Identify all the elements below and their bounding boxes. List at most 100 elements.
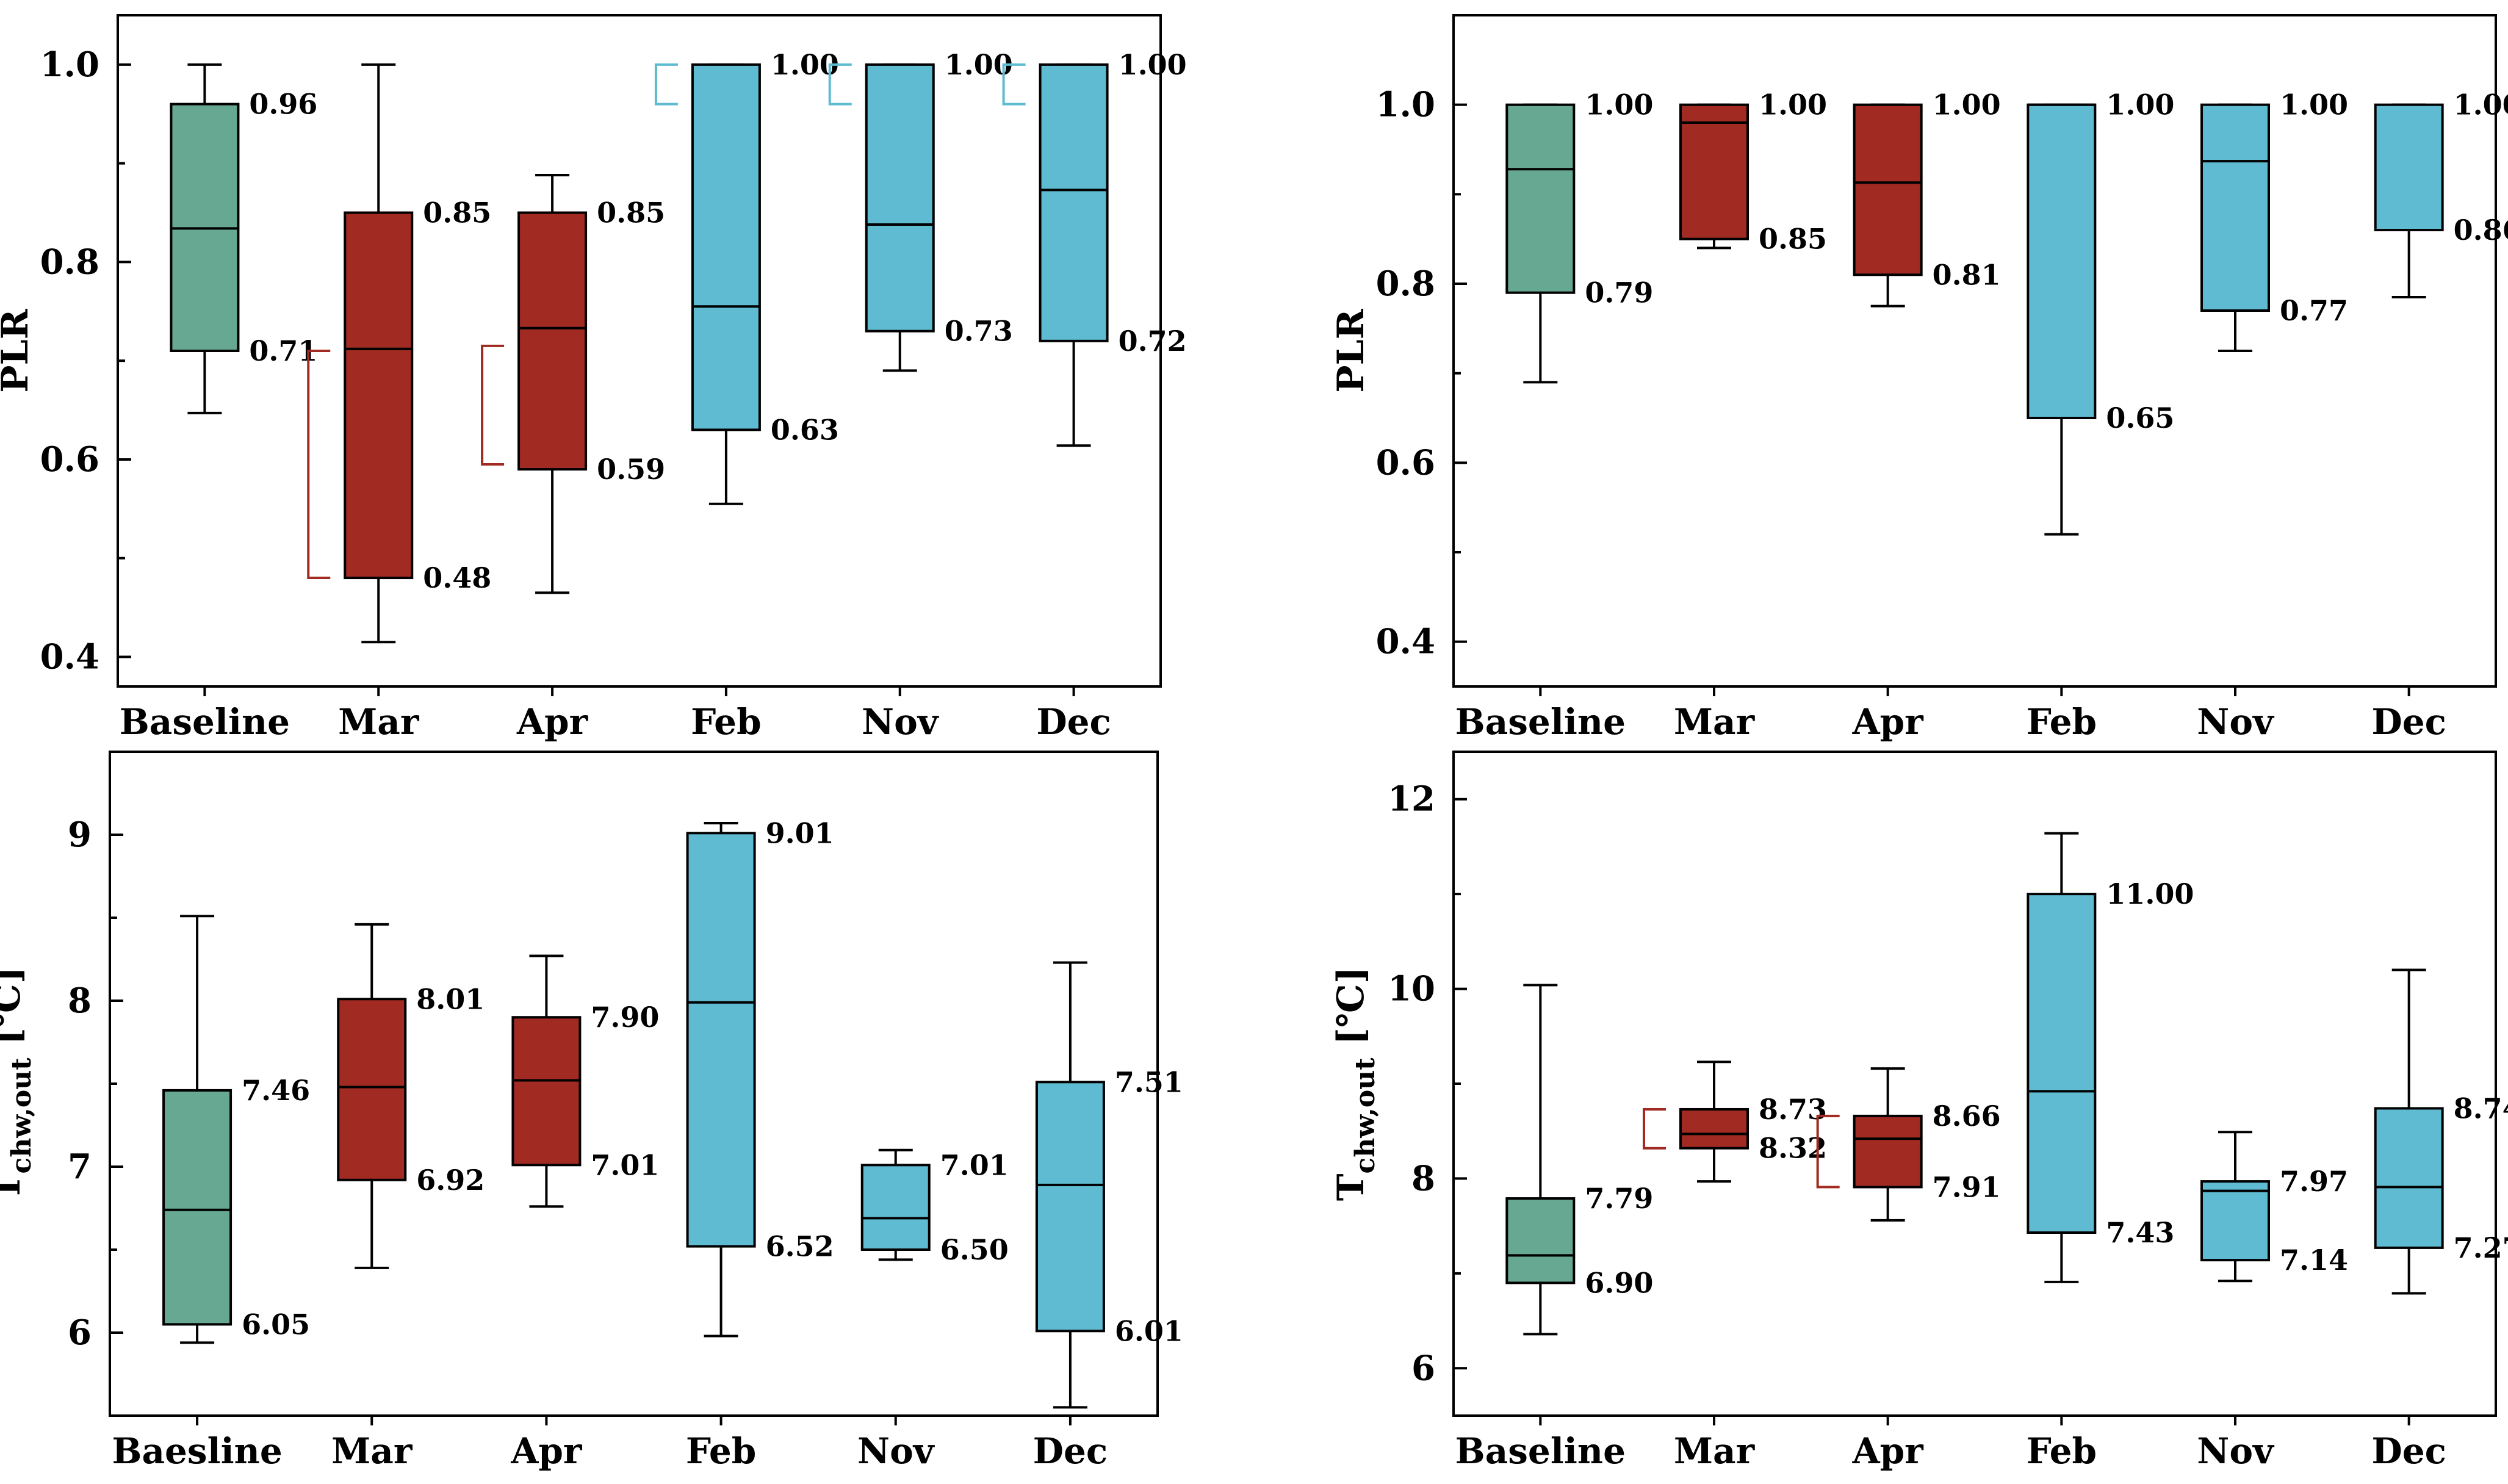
range-bracket: [828, 63, 852, 106]
y-axis-title: Tchw,out [℃]: [1330, 967, 1381, 1201]
x-category-label: Mar: [338, 701, 420, 743]
q1-value-label: 0.86: [2454, 214, 2508, 247]
q3-value-label: 8.74: [2454, 1092, 2508, 1125]
y-tick-label: 7: [68, 1147, 92, 1187]
q1-value-label: 7.91: [1933, 1170, 2001, 1203]
x-category-label: Baseline: [1455, 701, 1626, 743]
box-feb: 1.00 0.63: [691, 48, 839, 505]
y-axis-title-main: T: [0, 1173, 29, 1201]
q3-value-label: 1.00: [771, 48, 839, 81]
q1-value-label: 0.48: [423, 561, 491, 594]
q1-value-label: 0.85: [1759, 223, 1827, 256]
q3-value-label: 7.01: [940, 1148, 1009, 1181]
plot-frame: [1452, 751, 2497, 1417]
iqr-box: [1035, 1081, 1105, 1333]
box-mar: 1.00 0.85: [1679, 88, 1827, 256]
iqr-box: [865, 63, 935, 333]
q3-value-label: 7.51: [1115, 1065, 1183, 1098]
y-tick-label: 8: [1411, 1158, 1435, 1198]
iqr-box: [860, 1164, 931, 1252]
y-axis-title-subscript: chw,out: [1350, 1057, 1381, 1174]
x-category-label: Baseline: [120, 701, 290, 743]
x-category-label: Feb: [691, 701, 761, 743]
iqr-box: [1853, 1114, 1923, 1189]
q1-value-label: 6.52: [766, 1230, 834, 1263]
plot-frame: [1452, 14, 2497, 688]
y-tick-label: 9: [68, 815, 92, 855]
q3-value-label: 1.00: [2106, 88, 2174, 121]
q3-value-label: 8.01: [416, 982, 485, 1015]
x-category-label: Nov: [2197, 1430, 2275, 1472]
y-axis-title: PLR: [0, 308, 37, 392]
box-dec: 8.74 7.27: [2374, 968, 2508, 1295]
x-category-label: Apr: [516, 701, 589, 743]
q1-value-label: 6.05: [242, 1308, 310, 1341]
q3-value-label: 1.00: [2280, 88, 2348, 121]
y-tick-label: 0.8: [1376, 264, 1435, 304]
range-bracket: [1643, 1108, 1666, 1150]
iqr-box: [337, 998, 407, 1181]
y-tick-label: 6: [1411, 1348, 1435, 1388]
y-axis-title: PLR: [1330, 308, 1372, 392]
range-bracket: [1816, 1114, 1840, 1189]
x-category-label: Feb: [2027, 701, 2097, 743]
q1-value-label: 7.43: [2106, 1216, 2174, 1249]
q3-value-label: 9.01: [766, 816, 834, 849]
q3-value-label: 7.90: [591, 1001, 659, 1034]
y-axis-title-main: T: [1330, 1173, 1372, 1201]
q1-value-label: 6.90: [1585, 1266, 1653, 1299]
y-tick-label: 0.4: [1376, 622, 1435, 662]
q3-value-label: 7.46: [242, 1074, 310, 1107]
y-tick-label: 0.6: [1376, 442, 1435, 483]
iqr-box: [511, 1016, 582, 1167]
panel-top-left: 0.4 0.6 0.8 1.0 Baseline Mar Apr Feb Nov Dec PLR 0.…: [0, 14, 1187, 743]
q3-value-label: 1.00: [1759, 88, 1827, 121]
q1-value-label: 7.27: [2454, 1231, 2508, 1264]
box-mar: 0.85 0.48: [344, 63, 491, 644]
panel-bottom-left: 6 7 8 9 Baesline Mar Apr Feb Nov Dec Tchw,out [℃] 7…: [0, 751, 1183, 1472]
iqr-box: [1679, 103, 1749, 240]
iqr-box: [162, 1089, 232, 1326]
q1-value-label: 6.50: [940, 1233, 1009, 1266]
box-baseline: 1.00 0.79: [1505, 88, 1653, 384]
box-apr: 1.00 0.81: [1853, 88, 2001, 308]
q3-value-label: 1.00: [945, 48, 1013, 81]
iqr-box: [2374, 1107, 2444, 1249]
y-tick-label: 10: [1388, 969, 1435, 1009]
q1-value-label: 8.32: [1759, 1132, 1827, 1165]
q3-value-label: 0.96: [249, 88, 317, 121]
x-category-label: Mar: [331, 1430, 413, 1472]
box-feb: 9.01 6.52: [686, 816, 834, 1338]
box-nov: 1.00 0.77: [2200, 88, 2348, 352]
box-dec: 1.00 0.72: [1039, 48, 1187, 447]
x-category-label: Nov: [2197, 701, 2275, 743]
iqr-box: [1039, 63, 1109, 342]
x-category-label: Mar: [1674, 701, 1756, 743]
panel-bottom-right: 6 8 10 12 Baseline Mar Apr Feb Nov Dec Tchw,out [℃…: [1330, 751, 2508, 1472]
box-nov: 7.01 6.50: [860, 1148, 1009, 1266]
x-category-label: Feb: [686, 1430, 756, 1472]
x-category-label: Dec: [1036, 701, 1111, 743]
x-category-label: Dec: [2371, 701, 2446, 743]
q3-value-label: 1.00: [1933, 88, 2001, 121]
box-baseline: 0.96 0.71: [170, 63, 317, 414]
box-nov: 1.00 0.73: [865, 48, 1013, 372]
box-baesline: 7.46 6.05: [162, 915, 310, 1344]
q3-value-label: 1.00: [2454, 88, 2508, 121]
box-dec: 7.51 6.01: [1035, 961, 1183, 1409]
q3-value-label: 1.00: [1585, 88, 1653, 121]
box-apr: 8.66 7.91: [1853, 1067, 2001, 1222]
q3-value-label: 1.00: [1119, 48, 1187, 81]
iqr-box: [344, 211, 414, 580]
q1-value-label: 0.59: [597, 453, 665, 486]
x-category-label: Feb: [2027, 1430, 2097, 1472]
x-category-label: Nov: [862, 701, 940, 743]
x-category-label: Apr: [1852, 701, 1925, 743]
box-apr: 0.85 0.59: [517, 174, 665, 594]
q1-value-label: 0.72: [1119, 325, 1187, 358]
iqr-box: [1505, 103, 1576, 294]
q1-value-label: 0.77: [2280, 294, 2348, 327]
y-tick-label: 12: [1388, 779, 1435, 819]
box-baseline: 7.79 6.90: [1505, 984, 1653, 1336]
